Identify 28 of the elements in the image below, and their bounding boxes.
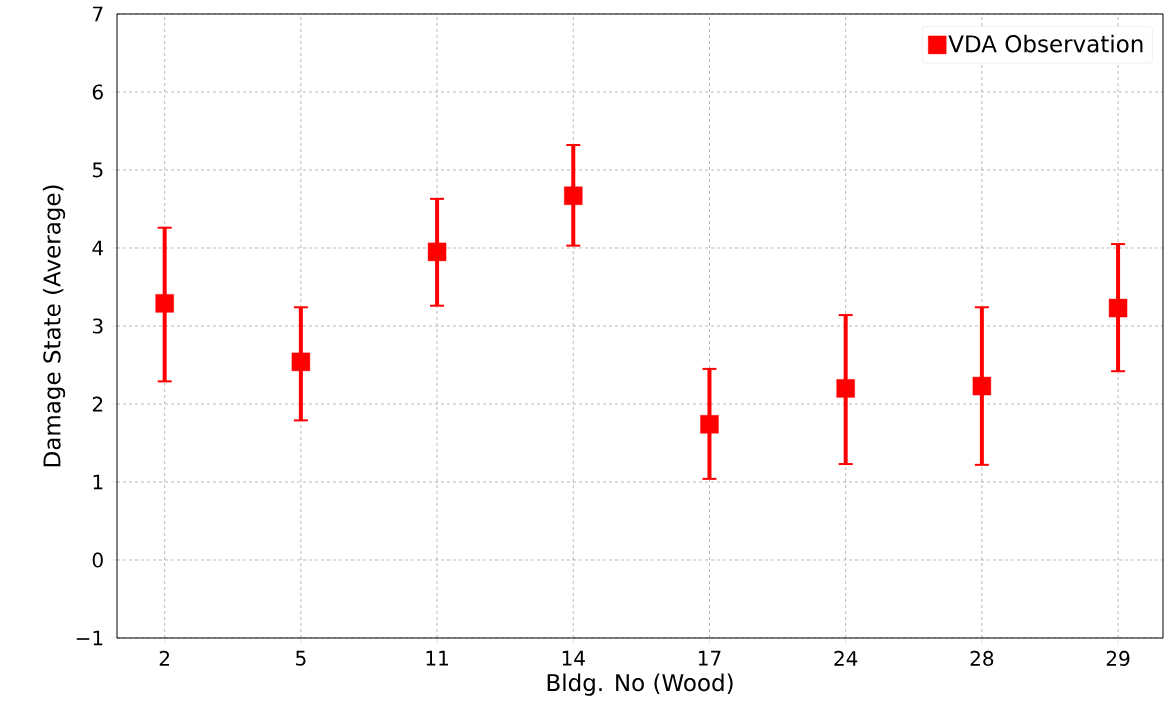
point bbox=[700, 415, 719, 434]
y-axis-title: Damage State (Average) bbox=[42, 185, 66, 467]
y-tick-label: 3 bbox=[92, 318, 103, 334]
y-tick-label: 4 bbox=[92, 240, 104, 256]
x-tick-label: 5 bbox=[296, 650, 306, 666]
point bbox=[427, 242, 447, 262]
x-tick-label: 2 bbox=[159, 650, 170, 666]
y-tick-label: 2 bbox=[92, 396, 103, 412]
y-tick-label: 6 bbox=[92, 84, 103, 100]
x-tick-label: 17 bbox=[698, 650, 721, 666]
y-tick-label: −1 bbox=[76, 630, 103, 646]
point bbox=[155, 294, 174, 313]
x-tick-label: 29 bbox=[1106, 650, 1130, 666]
y-tick-label: 5 bbox=[92, 162, 103, 178]
point bbox=[972, 376, 992, 396]
y-tick-label: 7 bbox=[93, 6, 103, 22]
x-tick-label: 14 bbox=[562, 650, 585, 666]
y-tick-label: 0 bbox=[92, 552, 103, 568]
point bbox=[1108, 298, 1128, 318]
x-tick-label: 11 bbox=[426, 650, 448, 666]
x-tick-label: 24 bbox=[834, 650, 858, 666]
y-tick-label: 1 bbox=[93, 474, 103, 490]
legend-label: VDA Observation bbox=[948, 34, 1143, 53]
point bbox=[291, 352, 311, 372]
x-tick-label: 28 bbox=[970, 650, 994, 666]
point bbox=[836, 379, 855, 398]
point bbox=[564, 186, 583, 205]
x-axis-title: Bldg. No (Wood) bbox=[547, 673, 733, 696]
